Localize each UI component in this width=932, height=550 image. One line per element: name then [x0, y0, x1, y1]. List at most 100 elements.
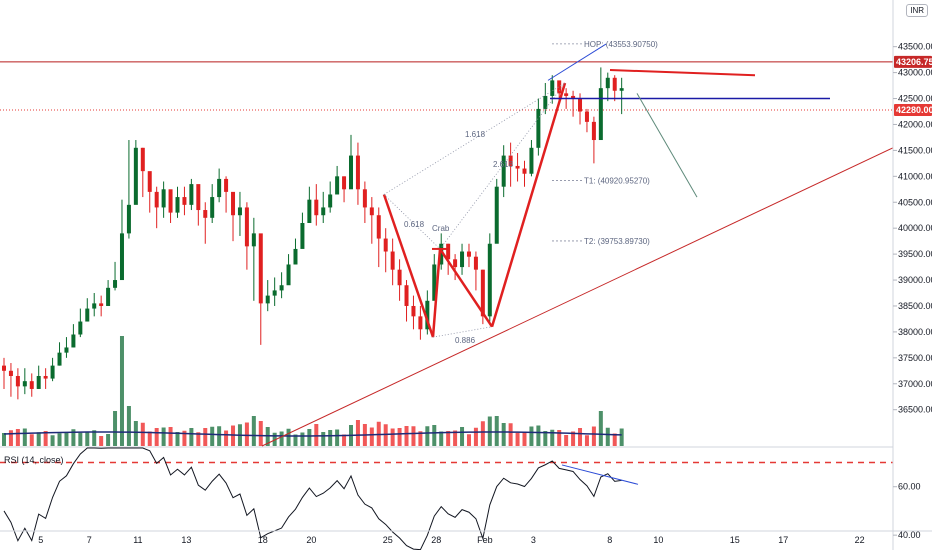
candle-down — [522, 168, 527, 174]
time-tick-label: 15 — [730, 535, 740, 545]
volume-bar-up — [106, 434, 111, 446]
candle-down — [466, 251, 471, 257]
volume-bar-down — [168, 427, 173, 446]
volume-bar-down — [466, 434, 471, 446]
volume-bar-up — [598, 411, 603, 446]
rsi-tick-label: 60.00 — [898, 482, 921, 492]
time-tick-label: 5 — [38, 535, 43, 545]
volume-moving-average — [3, 431, 622, 437]
top-resistance-line — [609, 69, 756, 77]
price-tick-label: 42000.00 — [898, 119, 932, 129]
price-tick-label: 43500.00 — [898, 42, 932, 52]
candle-down — [564, 93, 569, 96]
rsi-line — [3, 447, 622, 550]
candle-up — [113, 280, 118, 288]
candle-down — [231, 191, 236, 216]
projected-path-line — [636, 93, 698, 198]
candle-up — [265, 295, 270, 304]
candle-down — [376, 215, 381, 239]
candle-down — [362, 189, 367, 208]
candle-up — [307, 199, 312, 223]
volume-bar-down — [154, 428, 159, 446]
volume-bar-up — [92, 430, 97, 446]
rsi-indicator-label: RSI (14, close) — [4, 455, 64, 465]
rsi-divergence-line — [561, 464, 639, 485]
price-tick-label: 41000.00 — [898, 171, 932, 181]
candle-down — [168, 189, 173, 213]
volume-bar-up — [2, 433, 6, 446]
candle-up — [161, 189, 166, 208]
crab-leg-ab — [431, 248, 442, 338]
candle-up — [529, 147, 534, 174]
volume-bar-down — [29, 434, 34, 446]
t1-target-label: T1: (40920.95270) — [584, 176, 650, 185]
volume-bar-down — [591, 426, 596, 446]
candle-down — [314, 199, 319, 216]
volume-bar-down — [515, 432, 520, 446]
candle-up — [272, 290, 277, 296]
time-axis[interactable]: 5 7 11 13 18 20 25 28 Feb 3 8 10 15 17 22 — [0, 530, 932, 545]
fib-connector-xb — [383, 194, 441, 250]
pattern-drawings — [261, 43, 894, 447]
volume-bar-up — [251, 416, 256, 446]
volume-bar-up — [36, 432, 41, 446]
candle-down — [258, 233, 263, 304]
pattern-name-label: Crab — [432, 224, 450, 233]
candle-up — [321, 207, 326, 216]
volume-bar-down — [140, 422, 145, 446]
candle-down — [584, 111, 589, 122]
candle-up — [85, 308, 90, 322]
rsi-tick-label: 40.00 — [898, 530, 921, 540]
volume-bar-up — [189, 428, 194, 446]
pattern-annotations: HOP: (43553.90750) T1: (40920.95270) T2: (… — [404, 40, 658, 345]
fib-connector-xd — [383, 82, 566, 195]
volume-bar-up — [501, 423, 506, 446]
candle-down — [342, 176, 347, 190]
price-axis[interactable]: 43500.00 43000.00 42500.00 42000.00 41500.00… — [892, 0, 932, 550]
candle-down — [473, 256, 478, 270]
volume-bar-up — [126, 406, 131, 446]
currency-badge[interactable]: INR — [906, 4, 928, 17]
candle-up — [494, 186, 499, 244]
crab-leg-cd — [490, 82, 567, 328]
candle-down — [591, 121, 596, 141]
volume-bar-down — [418, 431, 423, 446]
volume-bar-up — [460, 427, 465, 446]
price-divergence-line — [547, 43, 607, 81]
t2-target-label: T2: (39753.89730) — [584, 237, 650, 246]
time-tick-label: 11 — [133, 535, 142, 545]
volume-bar-down — [411, 426, 416, 446]
volume-bar-up — [307, 429, 312, 446]
volume-bar-up — [210, 426, 215, 446]
candle-up — [286, 264, 291, 286]
fib-connector-ac — [432, 326, 493, 338]
volume-bar-down — [244, 422, 249, 446]
candle-down — [397, 269, 402, 286]
candle-down — [369, 207, 374, 216]
volume-bar-down — [612, 433, 617, 446]
candle-up — [92, 303, 97, 309]
candle-down — [480, 269, 485, 317]
volume-bar-down — [473, 427, 478, 446]
volume-bar-up — [217, 426, 222, 446]
volume-bar-down — [571, 431, 576, 446]
price-tags: 43206.75 42280.00 — [894, 55, 932, 116]
candle-up — [126, 204, 131, 234]
volume-bar-down — [196, 432, 201, 446]
candle-up — [237, 207, 242, 216]
rising-trendline — [261, 147, 894, 447]
volume-bar-up — [550, 429, 555, 446]
volume-bar-up — [272, 432, 277, 446]
price-tick-label: 38000.00 — [898, 327, 932, 337]
volume-bar-down — [369, 427, 374, 446]
candle-down — [390, 251, 395, 270]
volume-bar-up — [605, 427, 610, 446]
candle-up — [598, 88, 603, 141]
volume-bar-down — [355, 420, 360, 446]
volume-bar-up — [487, 416, 492, 446]
volume-bar-up — [64, 432, 69, 446]
volume-bar-up — [536, 425, 541, 446]
volume-bar-up — [71, 429, 76, 446]
candle-down — [196, 184, 201, 211]
